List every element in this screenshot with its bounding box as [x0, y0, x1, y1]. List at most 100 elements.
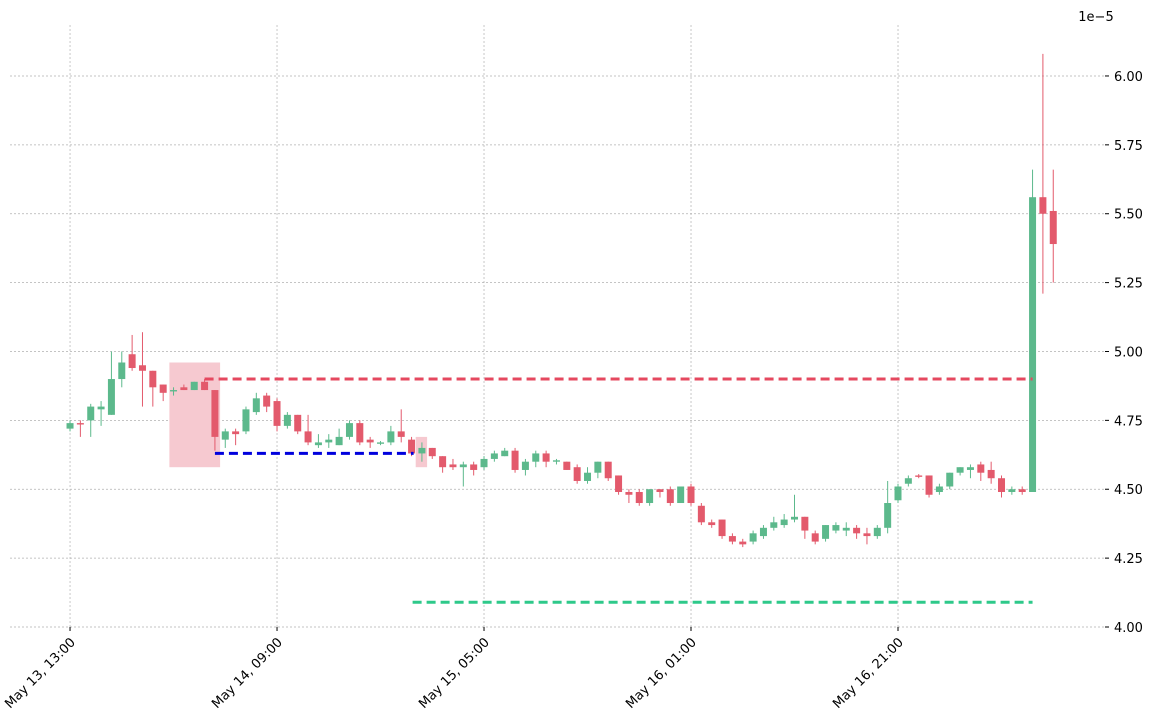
- y-tick-label: 4.75: [1114, 414, 1143, 429]
- candle-body: [552, 460, 560, 462]
- candle-body: [428, 447, 436, 457]
- candle-body: [884, 503, 892, 528]
- candle-body: [159, 384, 167, 393]
- candle-body: [853, 527, 861, 534]
- candle-body: [439, 456, 447, 468]
- x-tick-label: May 13, 13:00: [2, 635, 79, 712]
- candle-body: [998, 478, 1006, 492]
- candle-body: [490, 453, 498, 459]
- x-tick-label: May 16, 01:00: [623, 635, 700, 712]
- candle-body: [201, 381, 209, 391]
- candle-body: [532, 453, 540, 462]
- candle-body: [521, 461, 529, 470]
- candle-body: [759, 527, 767, 537]
- candle-body: [656, 489, 664, 492]
- candle-body: [584, 472, 592, 481]
- y-tick-label: 5.00: [1114, 345, 1143, 360]
- candle-body: [863, 533, 871, 537]
- candle-body: [780, 519, 788, 526]
- candle-body: [387, 431, 395, 443]
- candle-body: [345, 423, 353, 437]
- candle-body: [314, 442, 322, 446]
- candle-body: [791, 516, 799, 520]
- candle-body: [749, 533, 757, 542]
- candle-body: [190, 381, 198, 391]
- candle-body: [170, 390, 178, 392]
- candle-body: [304, 431, 312, 443]
- candle-body: [221, 431, 229, 440]
- candle-body: [356, 423, 364, 443]
- candle-body: [418, 447, 426, 454]
- candle-body: [915, 475, 923, 477]
- candle-body: [501, 450, 509, 457]
- candle-body: [480, 458, 488, 468]
- candle-body: [449, 464, 457, 468]
- candle-body: [842, 527, 850, 531]
- candle-body: [811, 533, 819, 542]
- candle-body: [118, 362, 126, 380]
- candle-body: [946, 472, 954, 487]
- candle-body: [397, 431, 405, 437]
- candle-body: [904, 478, 912, 484]
- candle-body: [263, 395, 271, 407]
- candle-body: [242, 409, 250, 432]
- candle-body: [76, 423, 84, 425]
- candle-body: [97, 406, 105, 410]
- candle-body: [377, 442, 385, 444]
- candle-body: [149, 370, 157, 388]
- y-tick-label: 4.50: [1114, 483, 1143, 498]
- candle-body: [1039, 197, 1047, 214]
- candle-body: [211, 390, 219, 437]
- candle-body: [987, 469, 995, 479]
- candle-body: [128, 354, 136, 369]
- candle-body: [894, 486, 902, 501]
- candle-body: [718, 519, 726, 537]
- candle-body: [646, 489, 654, 504]
- y-tick-label: 4.25: [1114, 552, 1143, 567]
- candle-body: [87, 406, 95, 421]
- candle-body: [335, 436, 343, 446]
- candle-body: [956, 467, 964, 473]
- x-tick-label: May 15, 05:00: [416, 635, 493, 712]
- candle-body: [801, 516, 809, 531]
- x-tick-label: May 16, 21:00: [830, 635, 907, 712]
- candle-body: [935, 486, 943, 492]
- offset-label: 1e−5: [1078, 10, 1113, 25]
- candle-body: [573, 467, 581, 481]
- candle-body: [232, 431, 240, 435]
- candle-body: [180, 387, 188, 391]
- candle-body: [1049, 210, 1057, 245]
- candle-body: [832, 525, 840, 531]
- candle-body: [459, 464, 467, 468]
- candle-body: [708, 522, 716, 526]
- candle-body: [1029, 197, 1037, 492]
- candle-body: [1018, 489, 1026, 492]
- candle-body: [977, 464, 985, 473]
- candle-body: [604, 461, 612, 479]
- y-tick-label: 5.25: [1114, 277, 1143, 292]
- candle-body: [366, 439, 374, 443]
- candle-body: [873, 527, 881, 537]
- candle-body: [408, 439, 416, 454]
- candle-body: [283, 414, 291, 426]
- candle-body: [966, 467, 974, 470]
- candle-body: [107, 379, 115, 415]
- candle-body: [925, 475, 933, 495]
- y-tick-label: 5.50: [1114, 208, 1143, 223]
- candle-body: [625, 491, 633, 495]
- candle-body: [252, 398, 260, 413]
- candle-body: [739, 541, 747, 545]
- candle-body: [594, 461, 602, 473]
- candle-body: [66, 423, 74, 429]
- candle-body: [677, 486, 685, 504]
- candle-body: [325, 439, 333, 443]
- y-tick-label: 4.00: [1114, 621, 1143, 636]
- candle-body: [697, 505, 705, 523]
- y-tick-label: 5.75: [1114, 139, 1143, 154]
- candle-body: [563, 461, 571, 470]
- candle-body: [470, 464, 478, 470]
- candle-body: [511, 450, 519, 470]
- candle-body: [615, 475, 623, 492]
- candle-body: [273, 401, 281, 426]
